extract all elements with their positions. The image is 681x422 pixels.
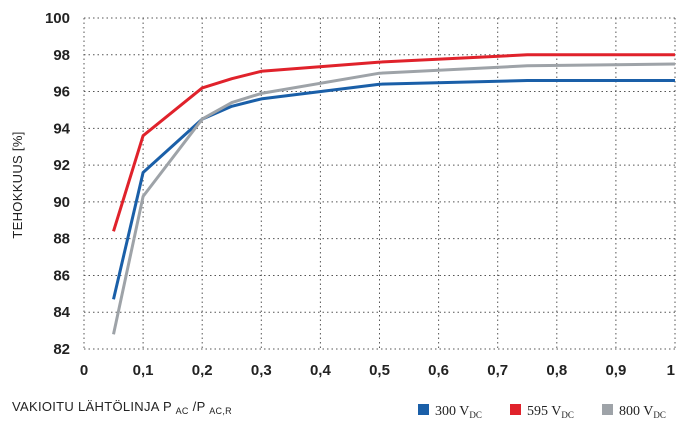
y-axis-title: TEHOKKUUS [%] xyxy=(10,131,25,238)
legend-swatch-2 xyxy=(510,404,521,415)
x-tick-label: 0,8 xyxy=(546,362,567,379)
y-tick-label: 88 xyxy=(53,231,70,248)
y-tick-label: 100 xyxy=(45,10,70,27)
legend-label-2: 595 VDC xyxy=(527,404,574,420)
series-lines xyxy=(114,55,676,335)
y-tick-label: 90 xyxy=(53,194,70,211)
x-axis-title-sub2: AC,R xyxy=(209,406,232,416)
y-tick-label: 98 xyxy=(53,47,70,64)
x-tick-label: 0,2 xyxy=(192,362,213,379)
y-tick-label: 86 xyxy=(53,267,70,284)
y-tick-label: 96 xyxy=(53,84,70,101)
x-axis-title-sub1: AC xyxy=(176,406,189,416)
series-line-3 xyxy=(114,64,676,334)
x-tick-label: 0 xyxy=(80,362,88,379)
x-tick-label: 0,5 xyxy=(369,362,390,379)
x-tick-label: 0,9 xyxy=(605,362,626,379)
grid-lines xyxy=(84,18,675,349)
x-tick-label: 0,3 xyxy=(251,362,272,379)
x-tick-label: 0,4 xyxy=(310,362,332,379)
legend-swatch-3 xyxy=(602,404,613,415)
legend-label-3: 800 VDC xyxy=(619,404,666,420)
x-tick-labels: 0 0,1 0,2 0,3 0,4 0,5 0,6 0,7 0,8 0,9 1 xyxy=(80,362,675,379)
x-tick-label: 0,6 xyxy=(428,362,449,379)
legend: 300 VDC 595 VDC 800 VDC xyxy=(418,404,666,420)
x-tick-label: 0,7 xyxy=(487,362,508,379)
x-tick-label: 1 xyxy=(667,362,675,379)
series-line-1 xyxy=(114,81,676,300)
x-tick-label: 0,1 xyxy=(133,362,154,379)
y-tick-labels: 82 84 86 88 90 92 94 96 98 100 xyxy=(45,10,71,358)
y-tick-label: 84 xyxy=(53,304,70,321)
y-tick-label: 94 xyxy=(53,120,70,137)
x-axis-title: VAKIOITU LÄHTÖLINJA P AC /P AC,R xyxy=(12,399,232,417)
x-axis-title-prefix: VAKIOITU LÄHTÖLINJA P xyxy=(12,399,172,414)
y-tick-label: 92 xyxy=(53,157,70,174)
y-tick-label: 82 xyxy=(53,341,70,358)
legend-label-1: 300 VDC xyxy=(435,404,482,420)
legend-swatch-1 xyxy=(418,404,429,415)
x-axis-title-mid: /P xyxy=(193,399,206,414)
